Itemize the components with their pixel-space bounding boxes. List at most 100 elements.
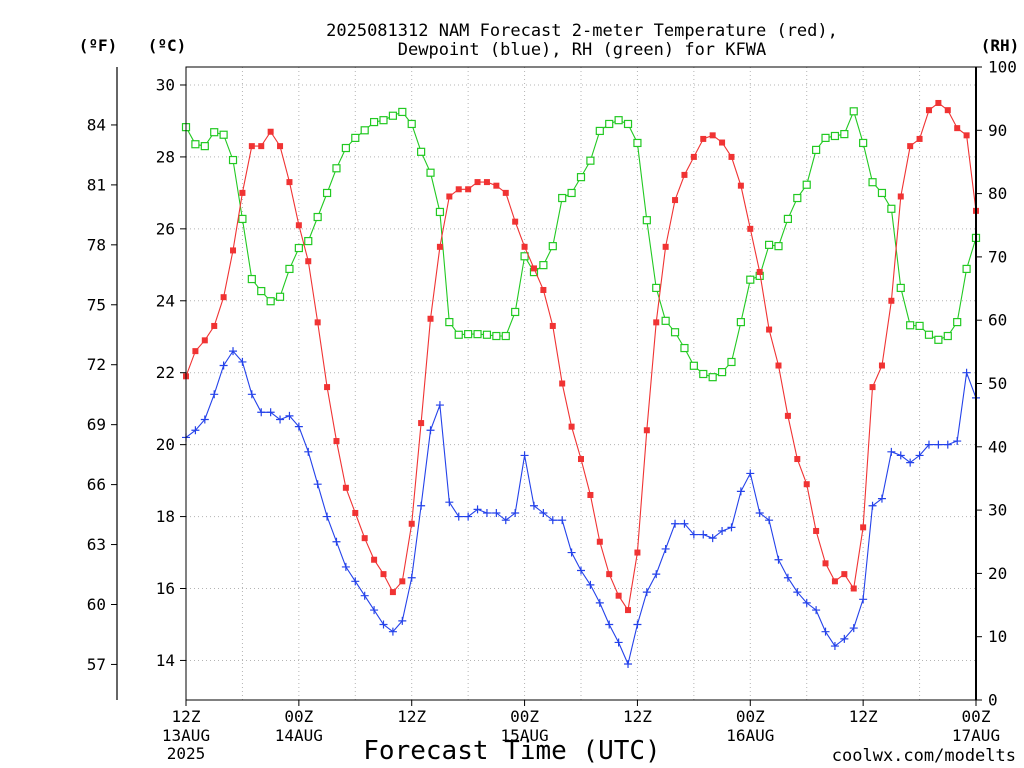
dewpoint-point — [379, 620, 388, 629]
x-axis-title: Forecast Time (UTC) — [363, 736, 660, 766]
dewpoint-point — [962, 368, 971, 377]
temperature-point — [869, 384, 876, 391]
dewpoint-point — [520, 451, 529, 460]
temperature-point — [831, 578, 838, 585]
rh-point — [614, 116, 623, 125]
chart-title-line-2: Dewpoint (blue), RH (green) for KFWA — [398, 40, 766, 60]
dewpoint-point — [765, 516, 774, 525]
dewpoint-point — [793, 588, 802, 597]
dewpoint-point — [887, 447, 896, 456]
temperature-point — [436, 243, 443, 250]
celsius-tick-label: 14 — [156, 651, 175, 670]
dewpoint-point — [276, 415, 285, 424]
dewpoint-point — [388, 627, 397, 636]
temperature-point — [258, 143, 265, 150]
temperature-point — [474, 179, 481, 186]
temperature-point — [220, 294, 227, 301]
rh-point — [417, 147, 426, 156]
dewpoint-point — [642, 588, 651, 597]
rh-point — [304, 236, 313, 246]
dewpoint-point — [652, 570, 661, 579]
dewpoint-point — [219, 361, 228, 370]
temperature-point — [897, 193, 904, 200]
dewpoint-point — [567, 548, 576, 557]
rh-point — [830, 131, 840, 141]
temperature-point — [925, 107, 932, 114]
plot-series — [181, 99, 981, 669]
temperature-point — [502, 189, 509, 196]
temperature-point — [286, 179, 293, 186]
rh-point — [266, 297, 275, 306]
rh-point — [906, 321, 915, 330]
dewpoint-point — [294, 422, 303, 431]
temperature-point — [606, 571, 613, 578]
temperature-point — [230, 247, 237, 254]
dewpoint-point — [266, 408, 275, 417]
temperature-point — [530, 265, 537, 272]
temperature-point — [794, 456, 801, 463]
rh-point — [369, 117, 379, 127]
rh-tick-label: 30 — [988, 501, 1007, 520]
axes — [111, 66, 982, 706]
dewpoint-point — [821, 627, 830, 636]
celsius-tick-label: 24 — [156, 291, 175, 310]
rh-point — [228, 155, 238, 165]
rh-point — [501, 331, 510, 341]
temperature-point — [878, 362, 885, 369]
rh-point — [943, 331, 952, 341]
celsius-tick-label: 20 — [156, 435, 175, 454]
dewpoint-point — [755, 508, 764, 517]
rh-point — [576, 173, 586, 182]
temperature-point — [728, 153, 735, 160]
temperature-point — [634, 549, 641, 556]
dewpoint-point — [200, 415, 209, 424]
x-tick-time-label: 12Z — [623, 707, 652, 726]
celsius-unit-label: (ºC) — [148, 36, 187, 55]
dewpoint-point — [229, 347, 238, 356]
temperature-point — [860, 524, 867, 531]
rh-tick-label: 80 — [988, 184, 1007, 203]
dewpoint-point — [341, 562, 350, 571]
dewpoint-point — [859, 595, 868, 604]
temperature-point — [587, 491, 594, 498]
temperature-point — [756, 269, 763, 276]
temperature-point — [389, 589, 396, 596]
x-tick-date-label: 17AUG — [952, 726, 1000, 745]
dewpoint-point — [830, 642, 839, 651]
x-tick-time-label: 00Z — [284, 707, 313, 726]
rh-point — [783, 214, 793, 224]
grid-lines — [186, 67, 976, 700]
temperature-point — [399, 578, 406, 585]
dewpoint-point — [586, 580, 595, 589]
dewpoint-point — [238, 357, 247, 366]
dewpoint-point — [360, 591, 369, 600]
temperature-point — [578, 456, 584, 463]
x-tick-time-label: 12Z — [172, 707, 201, 726]
temperature-point — [747, 225, 754, 232]
rh-tick-label: 100 — [988, 58, 1017, 77]
dewpoint-point — [595, 598, 604, 607]
dewpoint-point — [906, 458, 915, 467]
fahrenheit-tick-label: 69 — [87, 415, 106, 434]
rh-unit-label: (RH) — [981, 36, 1020, 55]
rh-point — [821, 133, 830, 142]
dewpoint-point — [398, 616, 407, 625]
rh-point — [802, 180, 811, 189]
dewpoint-point — [313, 480, 322, 489]
temperature-point — [192, 348, 199, 355]
rh-tick-label: 70 — [988, 247, 1007, 266]
temperature-point — [201, 337, 208, 344]
temperature-point — [775, 362, 782, 369]
rh-point — [633, 138, 642, 148]
temperature-point — [408, 520, 415, 527]
rh-point — [887, 204, 896, 213]
fahrenheit-unit-label: (ºF) — [79, 36, 118, 55]
temperature-point — [333, 438, 340, 445]
temperature-point — [672, 197, 679, 204]
rh-point — [812, 145, 821, 155]
rh-tick-label: 50 — [988, 374, 1007, 393]
dewpoint-point — [501, 516, 510, 525]
rh-point — [426, 168, 435, 177]
dewpoint-point — [529, 501, 538, 510]
temperature-point — [596, 538, 603, 545]
